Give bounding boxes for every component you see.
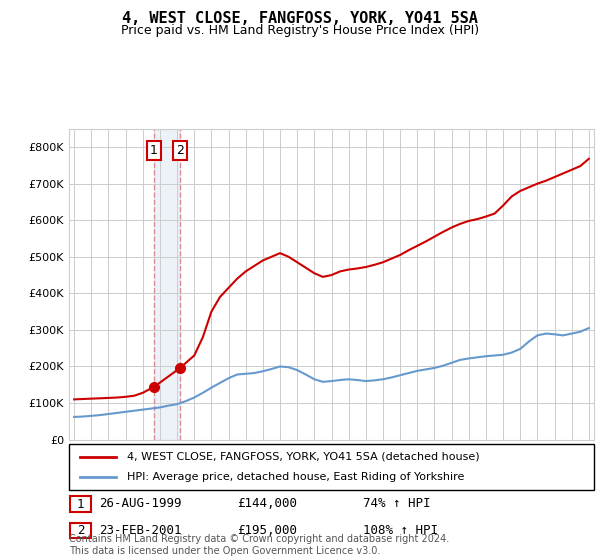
Text: 2: 2 <box>176 144 184 157</box>
Text: £195,000: £195,000 <box>237 524 297 537</box>
Text: 74% ↑ HPI: 74% ↑ HPI <box>363 497 431 510</box>
Text: Contains HM Land Registry data © Crown copyright and database right 2024.
This d: Contains HM Land Registry data © Crown c… <box>69 534 449 556</box>
Text: 108% ↑ HPI: 108% ↑ HPI <box>363 524 438 537</box>
Bar <box>154 129 179 440</box>
Text: 23-FEB-2001: 23-FEB-2001 <box>99 524 182 537</box>
Text: 2: 2 <box>77 524 84 538</box>
Text: HPI: Average price, detached house, East Riding of Yorkshire: HPI: Average price, detached house, East… <box>127 472 464 482</box>
Text: 4, WEST CLOSE, FANGFOSS, YORK, YO41 5SA: 4, WEST CLOSE, FANGFOSS, YORK, YO41 5SA <box>122 11 478 26</box>
Text: Price paid vs. HM Land Registry's House Price Index (HPI): Price paid vs. HM Land Registry's House … <box>121 24 479 36</box>
Text: 1: 1 <box>150 144 158 157</box>
FancyBboxPatch shape <box>70 523 91 539</box>
Text: £144,000: £144,000 <box>237 497 297 510</box>
Text: 4, WEST CLOSE, FANGFOSS, YORK, YO41 5SA (detached house): 4, WEST CLOSE, FANGFOSS, YORK, YO41 5SA … <box>127 452 479 462</box>
FancyBboxPatch shape <box>70 496 91 512</box>
Text: 1: 1 <box>77 497 84 511</box>
Text: 26-AUG-1999: 26-AUG-1999 <box>99 497 182 510</box>
